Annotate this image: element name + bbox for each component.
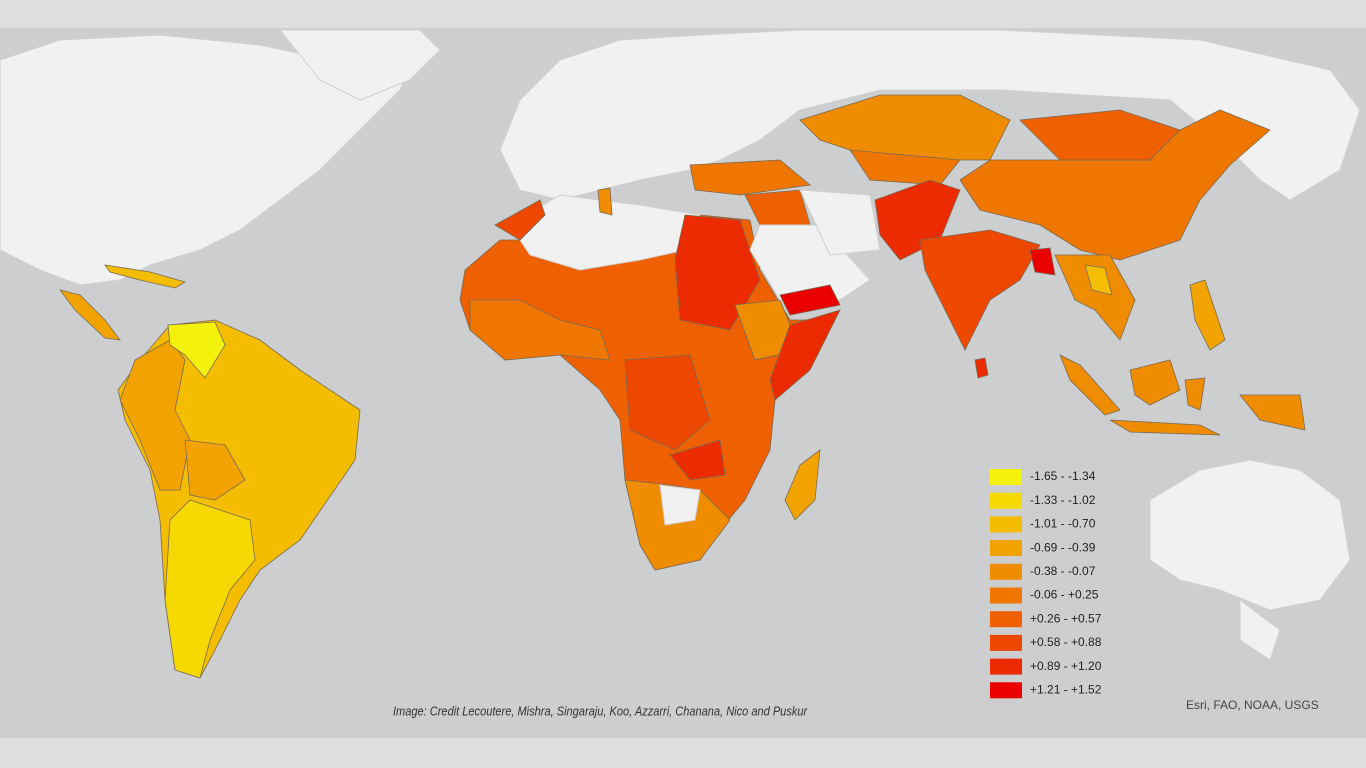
india	[919, 229, 1041, 351]
sulawesi	[1184, 377, 1206, 411]
legend-label: -0.06 - +0.25	[1030, 588, 1099, 602]
attribution: Esri, FAO, NOAA, USGS	[1186, 698, 1319, 712]
legend-label: +0.89 - +1.20	[1030, 659, 1102, 673]
legend-swatch	[990, 540, 1022, 557]
country-regions	[59, 94, 1306, 679]
legend-label: +1.21 - +1.52	[1030, 682, 1102, 696]
legend-label: +0.26 - +0.57	[1030, 611, 1102, 625]
congo	[624, 354, 711, 451]
venezuela	[167, 321, 226, 379]
sumatra	[1059, 354, 1121, 416]
legend-label: -0.38 - -0.07	[1030, 564, 1096, 578]
morocco	[494, 199, 546, 241]
legend-swatch	[990, 634, 1022, 651]
laos	[1084, 264, 1113, 296]
sri-lanka	[974, 357, 989, 379]
legend-swatch	[990, 469, 1022, 485]
legend: -1.65 - -1.34 -1.33 - -1.02 -1.01 - -0.70 -…	[990, 469, 1102, 699]
argentina	[164, 499, 256, 679]
philippines	[1189, 279, 1226, 351]
bolivia	[184, 439, 246, 501]
central-america	[59, 289, 121, 341]
madagascar	[784, 449, 821, 521]
legend-label: -1.65 - -1.34	[1030, 469, 1096, 483]
legend-swatch	[990, 516, 1022, 533]
legend-swatch	[990, 682, 1022, 699]
west-africa	[469, 299, 611, 361]
zambia	[669, 439, 726, 481]
legend-swatch	[990, 563, 1022, 580]
papua	[1239, 394, 1306, 431]
base-land	[0, 29, 1361, 661]
borneo	[1129, 359, 1181, 406]
somalia	[769, 309, 841, 401]
legend-swatch	[990, 658, 1022, 675]
botswana	[659, 484, 701, 526]
tunisia	[597, 187, 613, 216]
iran	[799, 189, 881, 256]
southern-africa	[624, 479, 731, 571]
turkey	[689, 159, 811, 196]
legend-label: +0.58 - +0.88	[1030, 635, 1102, 649]
sudan	[674, 214, 761, 331]
legend-swatch	[990, 492, 1022, 509]
java	[1109, 419, 1221, 436]
legend-label: -1.01 - -0.70	[1030, 517, 1096, 531]
caribbean	[104, 264, 186, 289]
legend-swatch	[990, 587, 1022, 604]
yemen	[779, 284, 841, 316]
southeast-asia	[1054, 254, 1136, 341]
credit: Image: Credit Lecoutere, Mishra, Singara…	[393, 704, 808, 719]
bangladesh	[1029, 247, 1056, 276]
legend-label: -0.69 - -0.39	[1030, 540, 1096, 554]
legend-label: -1.33 - -1.02	[1030, 493, 1096, 507]
mongolia	[1019, 109, 1181, 161]
kazakhstan	[799, 94, 1011, 161]
legend-swatch	[990, 611, 1022, 628]
